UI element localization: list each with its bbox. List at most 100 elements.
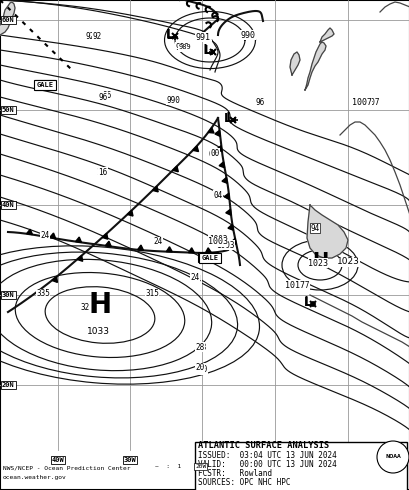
Polygon shape <box>227 224 233 230</box>
Polygon shape <box>127 210 133 216</box>
Text: 92: 92 <box>92 31 101 41</box>
Polygon shape <box>289 52 299 75</box>
Polygon shape <box>218 162 224 168</box>
Text: 20W: 20W <box>195 457 208 463</box>
Text: 40N: 40N <box>2 202 15 208</box>
Text: 989: 989 <box>178 44 191 50</box>
Polygon shape <box>137 245 143 250</box>
Polygon shape <box>77 256 83 261</box>
Circle shape <box>376 441 408 473</box>
Polygon shape <box>306 205 347 258</box>
Polygon shape <box>172 166 178 172</box>
Text: 315: 315 <box>145 290 159 298</box>
Text: 1003: 1003 <box>208 236 227 245</box>
Text: 24: 24 <box>40 230 49 240</box>
Polygon shape <box>214 130 220 136</box>
Text: L: L <box>166 27 173 41</box>
Polygon shape <box>230 238 236 244</box>
Text: GALE: GALE <box>201 255 218 261</box>
Text: 20: 20 <box>195 364 204 372</box>
Text: 1007: 1007 <box>351 98 371 106</box>
Text: 50N: 50N <box>2 107 15 113</box>
Polygon shape <box>192 146 198 151</box>
Text: 1033: 1033 <box>86 326 109 336</box>
Text: 60N: 60N <box>2 17 15 23</box>
Polygon shape <box>75 237 81 243</box>
Polygon shape <box>221 177 227 183</box>
Text: NWS/NCEP - Ocean Prediction Center: NWS/NCEP - Ocean Prediction Center <box>3 466 130 471</box>
Text: L: L <box>303 295 311 309</box>
Polygon shape <box>216 146 221 151</box>
Text: ocean.weather.gov: ocean.weather.gov <box>3 475 67 480</box>
Polygon shape <box>208 127 213 133</box>
Text: 1023: 1023 <box>336 258 359 267</box>
Text: 1017: 1017 <box>284 280 304 290</box>
Text: 1003: 1003 <box>207 238 227 246</box>
Polygon shape <box>205 248 211 253</box>
Polygon shape <box>105 241 111 246</box>
Text: ISSUED:  03:04 UTC 13 JUN 2024: ISSUED: 03:04 UTC 13 JUN 2024 <box>198 451 336 460</box>
Text: VALID:   00:00 UTC 13 JUN 2024: VALID: 00:00 UTC 13 JUN 2024 <box>198 460 336 469</box>
Polygon shape <box>304 42 325 90</box>
Text: 92: 92 <box>85 31 94 41</box>
Text: 24: 24 <box>153 238 162 246</box>
Text: L: L <box>223 112 231 124</box>
Polygon shape <box>152 186 158 192</box>
Text: 989: 989 <box>175 43 189 51</box>
Text: 04: 04 <box>213 191 222 199</box>
Text: 990: 990 <box>166 96 180 104</box>
Text: 991: 991 <box>195 32 210 42</box>
Text: ~  :  1: ~ : 1 <box>155 464 181 469</box>
Text: 16: 16 <box>96 168 106 176</box>
Polygon shape <box>166 247 172 252</box>
Text: GALE: GALE <box>36 82 53 88</box>
Text: 1007: 1007 <box>360 98 378 106</box>
Text: 28: 28 <box>195 343 204 351</box>
Text: 1023: 1023 <box>307 259 327 268</box>
Text: 04: 04 <box>213 191 222 199</box>
Text: 30W: 30W <box>124 457 136 463</box>
Text: 94: 94 <box>310 223 320 232</box>
Polygon shape <box>52 277 57 282</box>
Text: 335: 335 <box>36 290 50 298</box>
Text: NOAA: NOAA <box>384 455 400 460</box>
Text: 96: 96 <box>102 91 111 99</box>
Text: 20W: 20W <box>195 464 206 469</box>
Text: 315: 315 <box>145 290 159 298</box>
Text: ATLANTIC SURFACE ANALYSIS: ATLANTIC SURFACE ANALYSIS <box>198 441 328 450</box>
Polygon shape <box>0 2 15 35</box>
Text: 40W: 40W <box>52 457 64 463</box>
Text: 20N: 20N <box>2 382 15 388</box>
Polygon shape <box>319 28 333 42</box>
Text: 24: 24 <box>190 273 199 283</box>
Text: 94: 94 <box>310 223 319 232</box>
Text: L: L <box>202 43 211 57</box>
Text: 10W: 10W <box>268 457 281 463</box>
Text: 1003: 1003 <box>215 241 234 249</box>
Text: SOURCES: OPC NHC HPC: SOURCES: OPC NHC HPC <box>198 478 290 487</box>
Text: L: L <box>204 44 211 56</box>
Text: 00: 00 <box>210 148 219 157</box>
Text: 00: 00 <box>208 149 217 158</box>
Polygon shape <box>102 233 108 239</box>
Text: L: L <box>225 111 234 125</box>
Polygon shape <box>27 229 32 235</box>
Text: FCSTR:   Rowland: FCSTR: Rowland <box>198 469 271 478</box>
Text: 32: 32 <box>80 302 90 312</box>
Polygon shape <box>49 233 56 239</box>
Text: 24: 24 <box>192 275 201 285</box>
Polygon shape <box>188 248 194 253</box>
Text: 28: 28 <box>197 343 206 351</box>
Text: L: L <box>165 28 174 42</box>
Text: 20: 20 <box>198 366 207 374</box>
Text: GALE: GALE <box>36 82 53 88</box>
Text: 30N: 30N <box>2 292 15 298</box>
Text: 96: 96 <box>255 98 264 106</box>
Text: 991: 991 <box>198 32 211 42</box>
Text: 990: 990 <box>240 30 255 40</box>
Text: 0: 0 <box>345 457 349 463</box>
Text: 96: 96 <box>98 93 107 101</box>
Text: H: H <box>311 250 327 270</box>
Text: 1017: 1017 <box>290 280 308 290</box>
Text: L: L <box>303 295 311 309</box>
